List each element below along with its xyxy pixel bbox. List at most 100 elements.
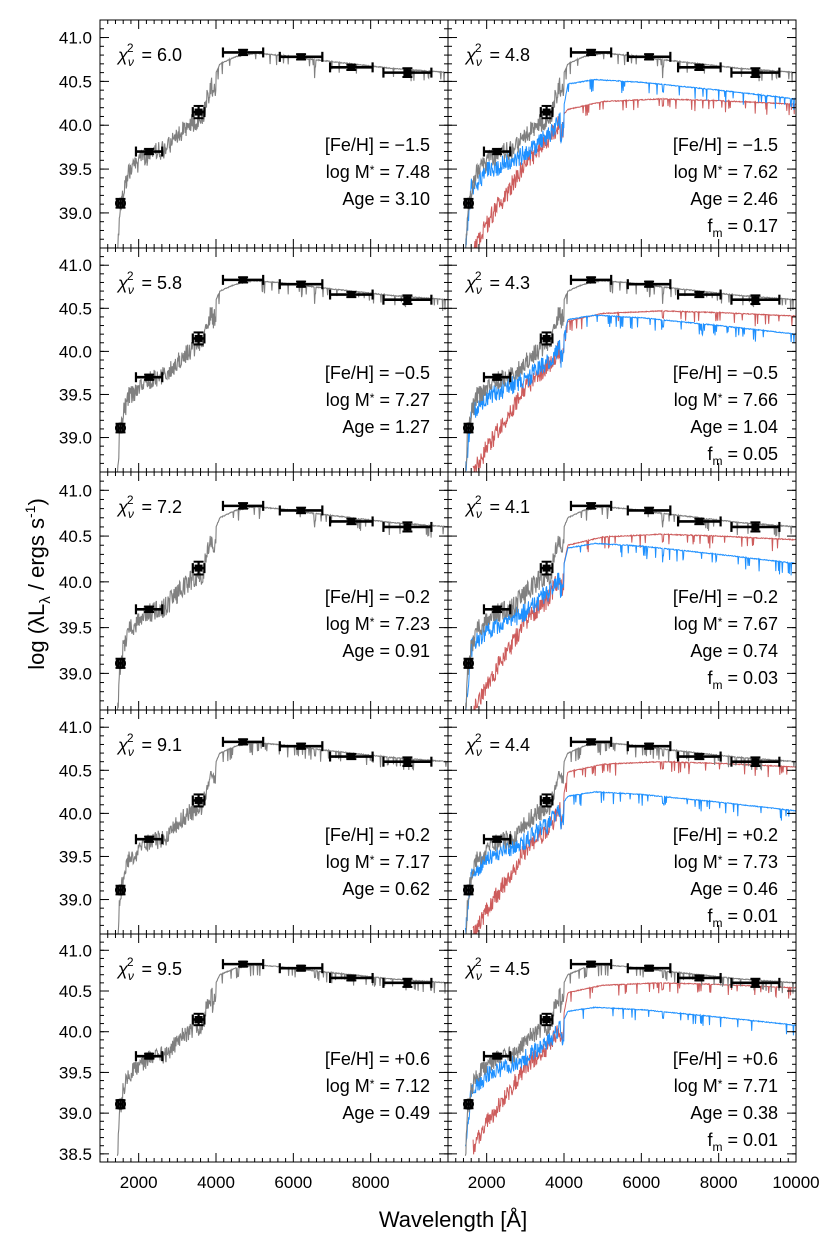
data-marker	[403, 523, 412, 531]
panel-4-right: χν2 = 4.4 [Fe/H] = +0.2 log M* = 7.73 Age = …	[447, 709, 797, 935]
y-tick-label: 39.0	[59, 204, 92, 223]
photometry-point	[626, 279, 672, 290]
photometry-point	[221, 736, 265, 747]
photometry-point	[626, 963, 672, 974]
panel-3-right: χν2 = 4.1 [Fe/H] = −0.2 log M* = 7.67 Age = …	[447, 471, 797, 711]
y-axis-label-sup: -1	[22, 505, 38, 518]
y-tick-label: 40.5	[59, 299, 92, 318]
photometry-point	[221, 500, 265, 511]
photometry-point	[462, 197, 474, 209]
photometry-point	[114, 1098, 126, 1110]
photometry-point	[134, 372, 164, 383]
young-population-spectrum	[472, 760, 796, 934]
photometry-point	[221, 274, 265, 285]
data-marker	[347, 517, 356, 525]
total-model-spectrum	[464, 279, 796, 472]
x-tick-label: 8000	[700, 1173, 738, 1192]
photometry-point	[482, 604, 512, 615]
y-tick-label: 40.5	[59, 982, 92, 1001]
data-marker	[297, 53, 306, 61]
fit-parameter: log M* = 7.27	[326, 390, 430, 410]
data-marker	[194, 334, 203, 342]
fit-parameter: [Fe/H] = −1.5	[673, 135, 778, 155]
y-tick-label: 41.0	[59, 481, 92, 500]
data-marker	[347, 63, 356, 71]
data-marker	[462, 197, 474, 209]
y-tick-label: 39.5	[59, 385, 92, 404]
chi-square-label: χν2 = 4.4	[464, 731, 530, 759]
photometry-point	[382, 521, 433, 533]
y-axis-label: log (λLλ / ergs s-1)	[22, 498, 54, 670]
y-tick-label: 41.0	[59, 941, 92, 960]
data-marker	[114, 657, 126, 669]
x-tick-label: 4000	[197, 1173, 235, 1192]
data-marker	[194, 564, 203, 572]
data-marker	[462, 1098, 474, 1110]
fit-parameter: log M* = 7.71	[674, 1076, 778, 1096]
data-marker	[403, 758, 412, 766]
fit-parameter: [Fe/H] = +0.2	[325, 825, 430, 845]
young-population-spectrum	[472, 309, 796, 472]
photometry-point	[278, 279, 324, 290]
photometry-point	[134, 834, 164, 845]
photometry-point	[730, 521, 781, 533]
y-tick-label: 39.5	[59, 847, 92, 866]
data-marker	[645, 964, 654, 972]
data-marker	[587, 960, 596, 968]
y-tick-label: 40.5	[59, 527, 92, 546]
data-marker	[493, 148, 502, 156]
photometry-point	[626, 51, 672, 62]
photometry-point	[328, 751, 374, 762]
x-tick-label: 6000	[622, 1173, 660, 1192]
plot-area	[462, 736, 796, 934]
data-marker	[587, 738, 596, 746]
photometry-point	[676, 751, 722, 762]
data-marker	[462, 657, 474, 669]
photometry-point	[221, 959, 265, 970]
panel-1-right: χν2 = 4.8 [Fe/H] = −1.5 log M* = 7.62 Age = …	[447, 19, 797, 249]
photometry-point	[539, 793, 554, 808]
x-tick-label: 8000	[352, 1173, 390, 1192]
x-tick-label: 6000	[274, 1173, 312, 1192]
photometry-point	[676, 516, 722, 527]
panel-grid: 39.0 39.5 40.0 40.5 41.0 χν2 = 6.0 [Fe/H] = −1.…	[59, 19, 820, 1192]
y-tick-label: 39.0	[59, 891, 92, 910]
photometry-point	[730, 977, 781, 988]
y-tick-label: 39.5	[59, 619, 92, 638]
data-marker	[645, 742, 654, 750]
data-marker	[493, 835, 502, 843]
fit-parameter: log M* = 7.17	[326, 852, 430, 872]
photometry-point	[328, 62, 374, 73]
data-marker	[239, 276, 248, 284]
fit-parameter: Age = 0.91	[342, 641, 430, 661]
photometry-point	[191, 331, 206, 346]
photometry-point	[482, 1051, 512, 1062]
data-marker	[542, 564, 551, 572]
photometry-point	[114, 884, 126, 896]
data-marker	[587, 276, 596, 284]
x-axis-label: Wavelength [Å]	[379, 1207, 527, 1232]
photometry-point	[730, 756, 781, 767]
data-marker	[493, 373, 502, 381]
photometry-point	[278, 505, 324, 516]
photometry-point	[539, 560, 554, 576]
data-marker	[751, 758, 760, 766]
panel-4-left: 39.0 39.5 40.0 40.5 41.0 χν2 = 9.1 [Fe/H] = +0.…	[59, 709, 449, 935]
data-marker	[493, 1052, 502, 1060]
y-tick-label: 40.0	[59, 116, 92, 135]
data-marker	[695, 517, 704, 525]
total-model-spectrum	[117, 52, 448, 248]
fit-parameter: log M* = 7.62	[674, 162, 778, 182]
y-tick-label: 39.5	[59, 1063, 92, 1082]
plot-area	[462, 500, 796, 710]
photometry-point	[462, 422, 474, 434]
panel-3-left: 39.0 39.5 40.0 40.5 41.0 χν2 = 7.2 [Fe/H] = −0.…	[59, 471, 449, 711]
y-tick-label: 41.0	[59, 718, 92, 737]
plot-area	[114, 736, 448, 934]
fit-parameter: Age = 0.74	[690, 641, 778, 661]
y-tick-label: 39.5	[59, 160, 92, 179]
data-marker	[695, 63, 704, 71]
data-marker	[194, 1016, 203, 1023]
data-marker	[403, 69, 412, 77]
